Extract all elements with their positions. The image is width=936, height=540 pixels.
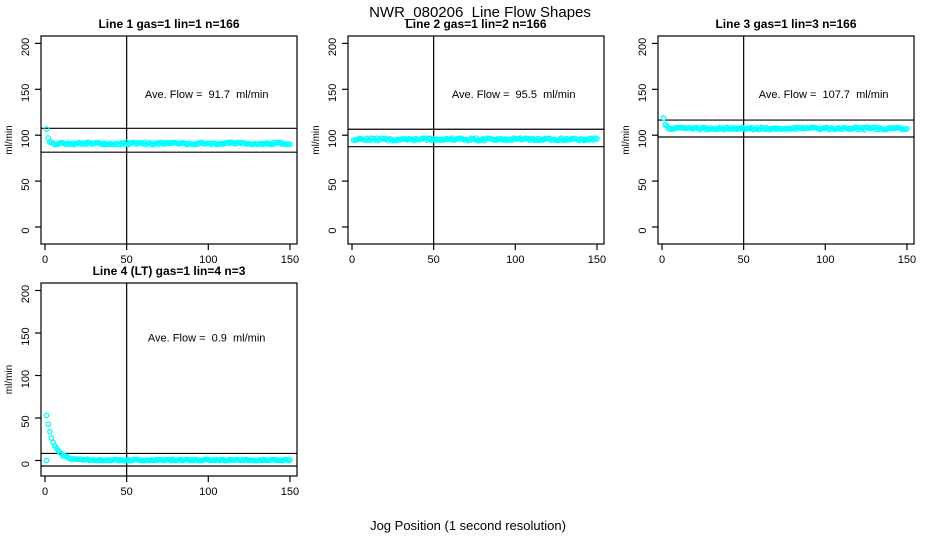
- x-tick-label: 50: [121, 486, 133, 498]
- y-tick-label: 50: [20, 415, 32, 427]
- y-tick-label: 50: [637, 178, 649, 190]
- data-point: [43, 457, 50, 464]
- x-tick-label: 150: [898, 254, 916, 266]
- ave-flow-annotation: Ave. Flow = 91.7 ml/min: [145, 89, 269, 101]
- y-tick-label: 200: [637, 38, 649, 56]
- y-tick-label: 0: [637, 227, 649, 233]
- panel-title: Line 1 gas=1 lin=1 n=166: [98, 17, 239, 31]
- y-axis-label: ml/min: [4, 365, 15, 394]
- x-tick-label: 150: [281, 254, 299, 266]
- ave-flow-annotation: Ave. Flow = 95.5 ml/min: [452, 89, 576, 101]
- y-tick-label: 100: [637, 130, 649, 148]
- data-point: [43, 412, 50, 419]
- y-tick-label: 150: [20, 327, 32, 345]
- y-tick-label: 150: [637, 84, 649, 102]
- x-tick-label: 150: [588, 254, 606, 266]
- y-axis-label: ml/min: [311, 125, 322, 154]
- y-axis-label: ml/min: [4, 125, 15, 154]
- panel-title: Line 4 (LT) gas=1 lin=4 n=3: [93, 264, 246, 278]
- panel-line-2: Line 2 gas=1 lin=2 n=166 0 50 100 150 200 ml/m…: [311, 17, 606, 266]
- data-point: [287, 456, 293, 463]
- data-point: [904, 126, 910, 132]
- y-tick-label: 200: [20, 285, 32, 303]
- y-axis-label: ml/min: [621, 125, 632, 154]
- x-tick-label: 0: [42, 254, 48, 266]
- data-point: [47, 428, 53, 435]
- plot-box: [40, 282, 298, 477]
- y-tick-label: 0: [20, 461, 32, 467]
- y-tick-label: 200: [20, 38, 32, 56]
- x-tick-label: 150: [281, 486, 299, 498]
- x-tick-label: 100: [816, 254, 834, 266]
- data-point: [48, 435, 55, 441]
- x-tick-label: 100: [199, 486, 217, 498]
- figure-title: NWR_080206 Line Flow Shapes: [369, 4, 591, 21]
- panel-line-4: Line 4 (LT) gas=1 lin=4 n=3 0 50 100 150 200 m…: [4, 264, 299, 498]
- x-tick-label: 0: [349, 254, 355, 266]
- y-tick-label: 0: [327, 227, 339, 233]
- x-tick-label: 100: [199, 254, 217, 266]
- y-tick-label: 100: [20, 130, 32, 148]
- y-tick-label: 0: [20, 227, 32, 233]
- plot-box: [657, 35, 915, 245]
- y-tick-label: 100: [20, 370, 32, 388]
- x-tick-label: 0: [659, 254, 665, 266]
- x-tick-label: 0: [42, 486, 48, 498]
- ave-flow-annotation: Ave. Flow = 0.9 ml/min: [148, 332, 265, 344]
- y-tick-label: 200: [327, 38, 339, 56]
- x-tick-label: 50: [738, 254, 750, 266]
- data-point: [287, 141, 293, 148]
- data-point: [594, 136, 600, 142]
- x-tick-label: 100: [506, 254, 524, 266]
- y-tick-label: 100: [327, 130, 339, 148]
- data-point: [45, 421, 52, 427]
- panel-line-3: Line 3 gas=1 lin=3 n=166 0 50 100 150 200 ml/m…: [621, 17, 916, 266]
- x-axis-outer-label: Jog Position (1 second resolution): [370, 518, 566, 533]
- ave-flow-annotation: Ave. Flow = 107.7 ml/min: [759, 89, 889, 101]
- y-tick-label: 50: [327, 178, 339, 190]
- panel-title: Line 3 gas=1 lin=3 n=166: [715, 17, 856, 31]
- x-tick-label: 50: [121, 254, 133, 266]
- y-tick-label: 50: [20, 178, 32, 190]
- panel-title: Line 2 gas=1 lin=2 n=166: [405, 17, 546, 31]
- data-point: [660, 115, 667, 121]
- y-tick-label: 150: [20, 84, 32, 102]
- data-point: [43, 126, 50, 132]
- plot-box: [347, 35, 605, 245]
- x-tick-label: 50: [428, 254, 440, 266]
- plot-box: [40, 35, 298, 245]
- panel-line-1: Line 1 gas=1 lin=1 n=166 0 50 100 150 200 ml/m…: [4, 17, 299, 266]
- y-tick-label: 150: [327, 84, 339, 102]
